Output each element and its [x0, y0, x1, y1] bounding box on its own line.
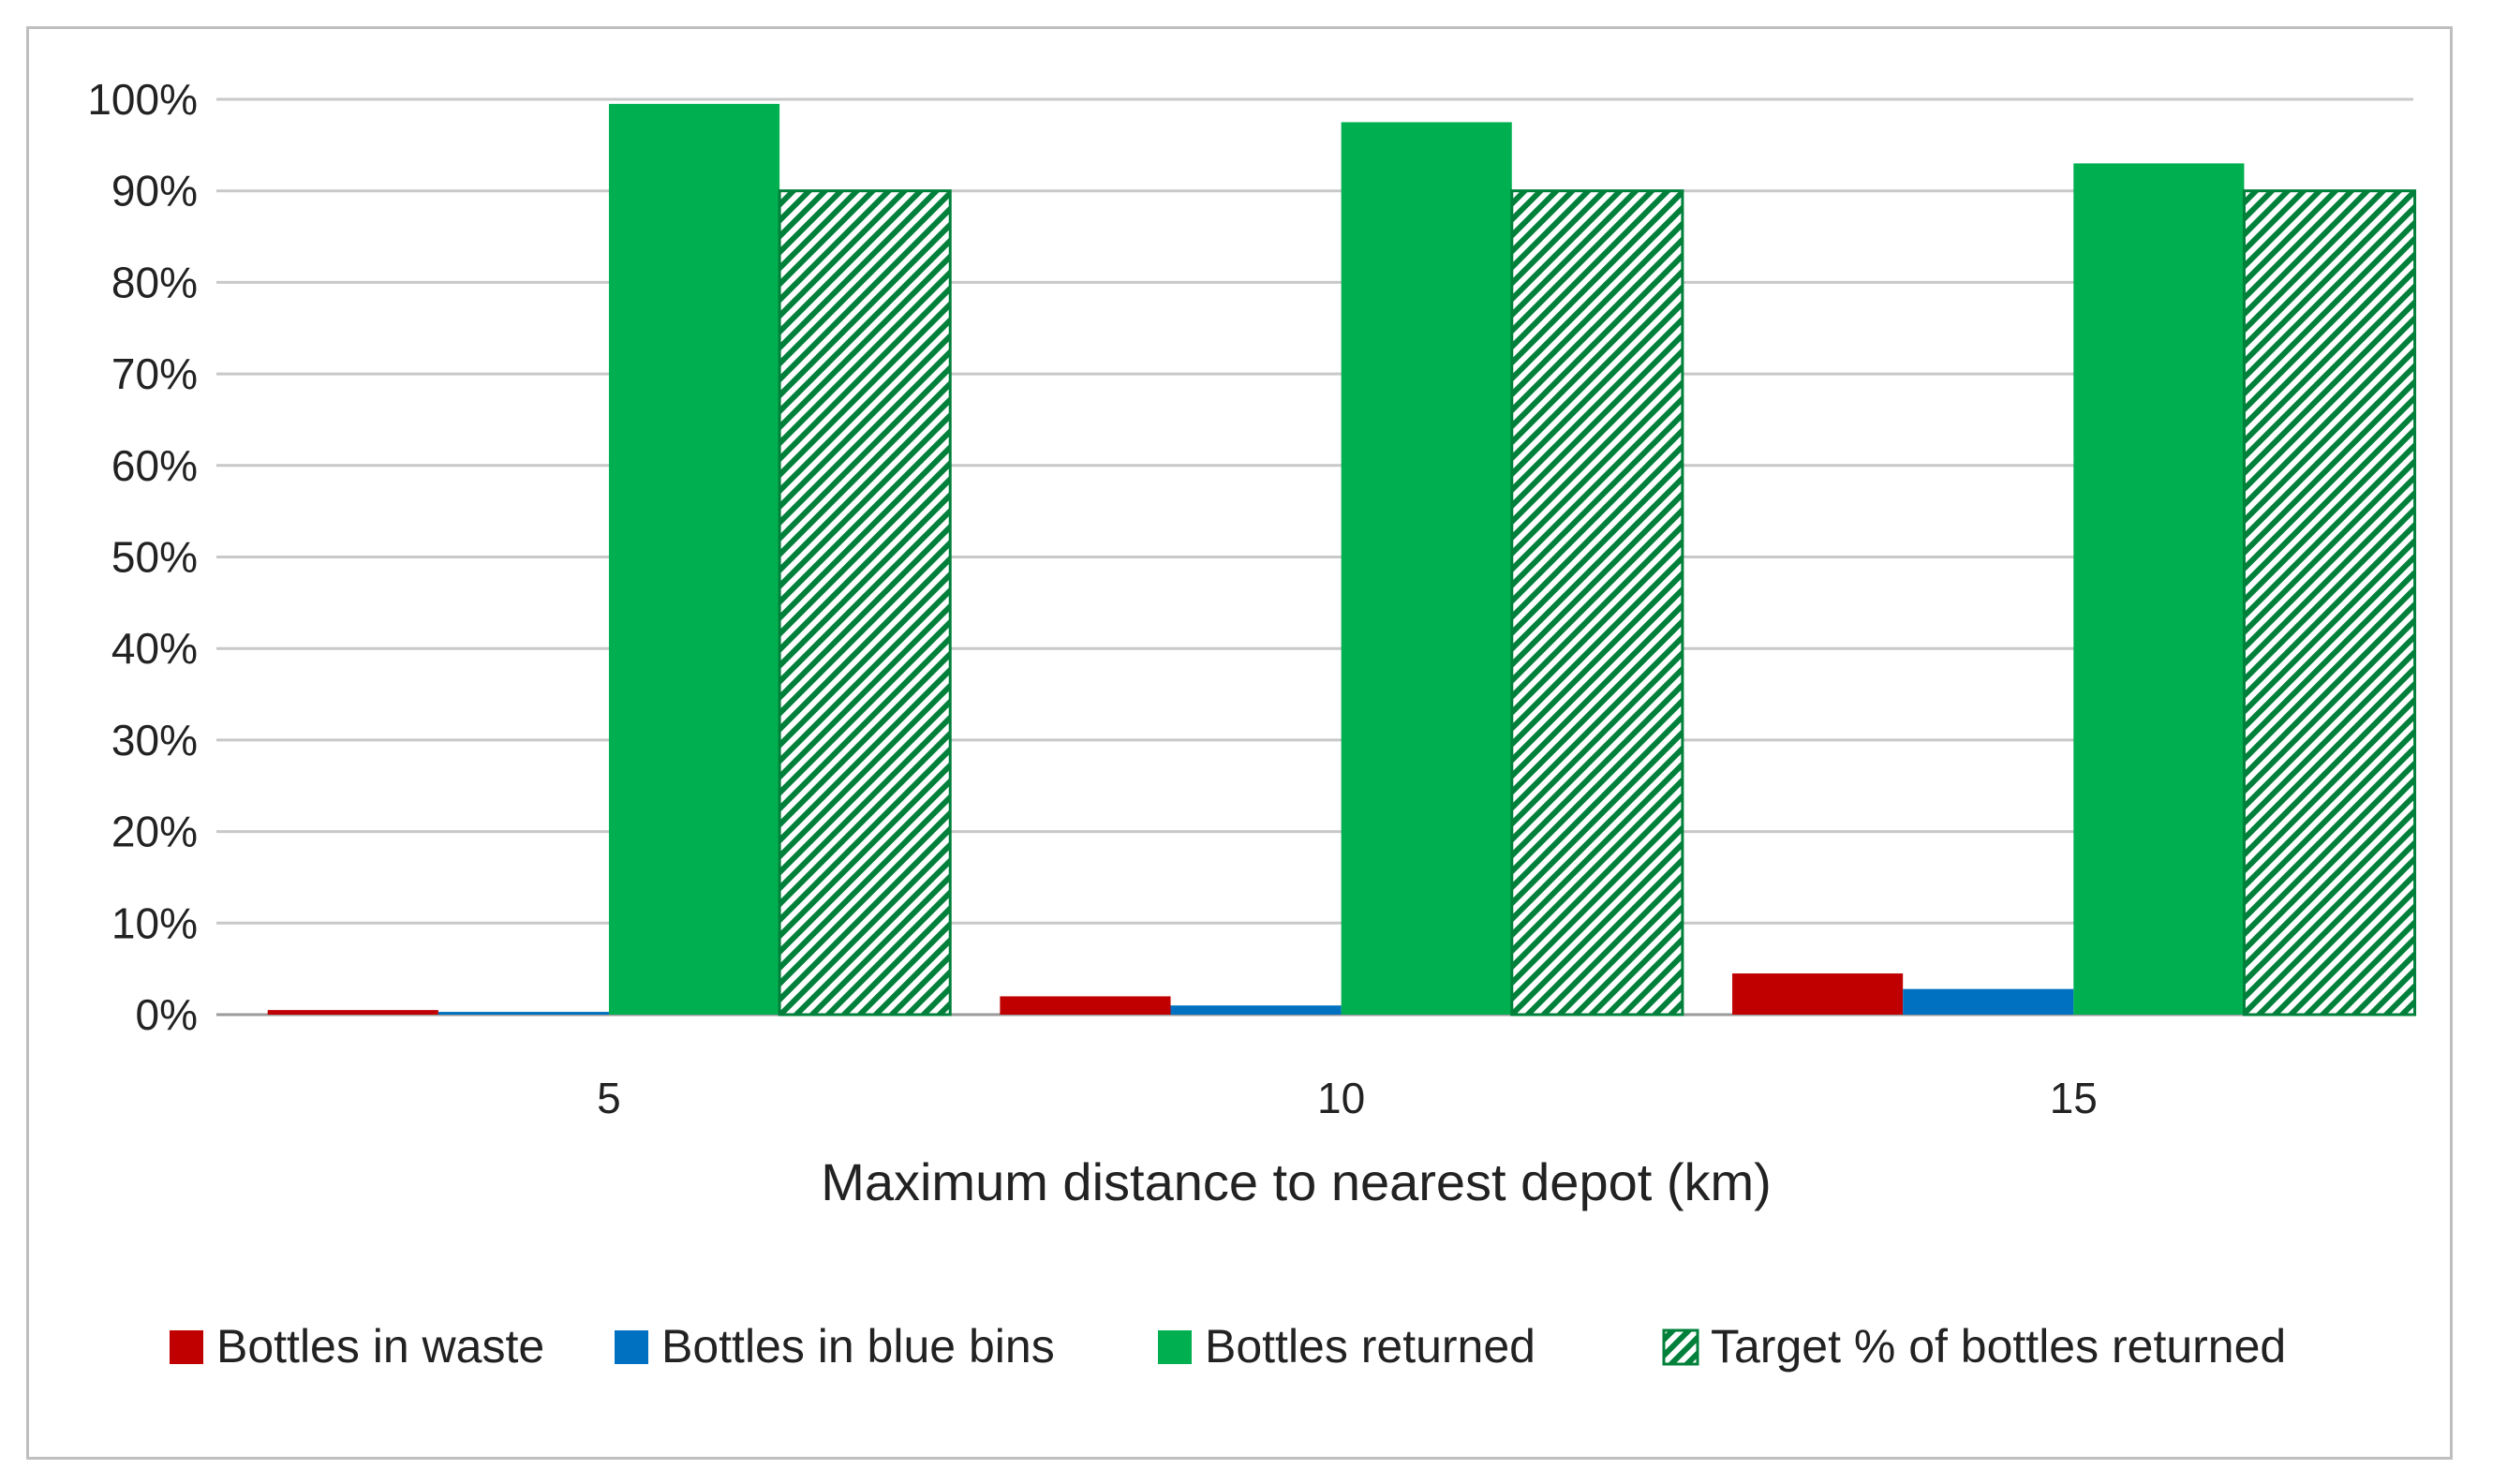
x-tick-label: 15 [2050, 1074, 2098, 1122]
bar-target-of-bottles-returned-10 [1510, 189, 1684, 1017]
y-tick-label: 80% [111, 258, 198, 306]
y-tick-label: 40% [111, 624, 198, 673]
x-tick-label: 10 [1317, 1074, 1365, 1122]
bar-bottles-in-waste-10 [1000, 996, 1171, 1015]
bar-bottles-in-blue-bins-10 [1170, 1005, 1342, 1015]
bar-bottles-returned-5 [608, 103, 780, 1015]
y-tick-label: 20% [111, 808, 198, 856]
legend-label: Bottles in waste [216, 1320, 544, 1373]
legend-swatch [615, 1330, 648, 1364]
y-tick-label: 100% [87, 75, 198, 124]
legend-label: Target % of bottles returned [1711, 1320, 2286, 1373]
y-tick-label: 50% [111, 533, 198, 582]
y-tick-label: 0% [136, 990, 198, 1039]
y-tick-label: 70% [111, 349, 198, 398]
y-tick-label: 60% [111, 441, 198, 490]
y-tick-label: 10% [111, 898, 198, 947]
legend-swatch [1662, 1328, 1699, 1366]
bar-bottles-in-blue-bins-15 [1903, 988, 2074, 1015]
x-axis-title: Maximum distance to nearest depot (km) [821, 1152, 1772, 1211]
bar-bottles-returned-10 [1341, 122, 1512, 1016]
legend-swatch [170, 1330, 203, 1364]
bar-bottles-in-waste-5 [267, 1010, 438, 1015]
chart-frame: 0% 10% 20% 30% 40% 50% 60% 70% 80% 90% 100% 5 10 15 … [26, 26, 2453, 1460]
bar-target-of-bottles-returned-5 [778, 189, 952, 1017]
bar-bottles-in-blue-bins-5 [438, 1012, 609, 1015]
y-tick-label: 30% [111, 716, 198, 764]
y-tick-label: 90% [111, 167, 198, 215]
bar-bottles-in-waste-15 [1732, 973, 1904, 1015]
bars [267, 103, 2417, 1017]
x-axis-ticks: 5 10 15 [597, 1074, 2098, 1122]
y-axis-ticks: 0% 10% 20% 30% 40% 50% 60% 70% 80% 90% 100% [87, 75, 198, 1039]
legend-label: Bottles returned [1205, 1320, 1535, 1373]
bar-chart: 0%10%20%30%40%50%60%70%80%90%100% 5 10 15 … [87, 75, 2417, 1373]
legend-swatch [1158, 1330, 1192, 1364]
bar-bottles-returned-15 [2073, 163, 2245, 1015]
legend: Bottles in waste Bottles in blue bins Bott… [170, 1320, 2286, 1373]
bar-target-of-bottles-returned-15 [2242, 189, 2417, 1017]
legend-label: Bottles in blue bins [661, 1320, 1055, 1373]
x-tick-label: 5 [597, 1074, 621, 1122]
gridlines [216, 97, 2413, 1017]
